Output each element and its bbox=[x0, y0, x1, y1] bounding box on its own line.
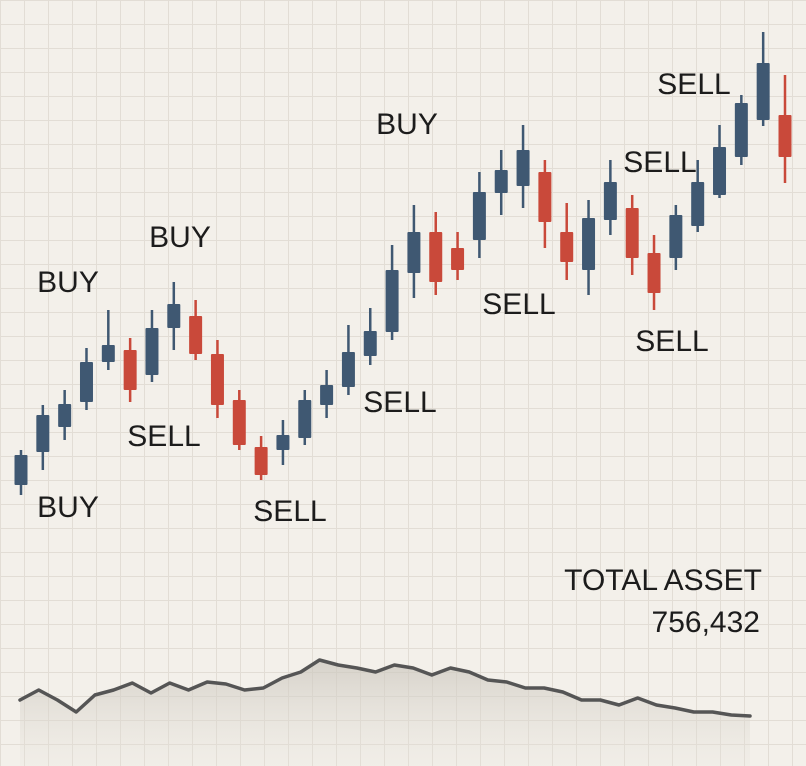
candle-body bbox=[276, 435, 290, 450]
candle-body bbox=[189, 316, 203, 354]
candle-body bbox=[79, 362, 93, 402]
candle-body bbox=[36, 415, 50, 452]
candle-body bbox=[756, 63, 770, 120]
candle-body bbox=[341, 352, 355, 387]
candle-body bbox=[123, 350, 137, 390]
annotation: SELL bbox=[623, 146, 696, 179]
annotation: SELL bbox=[635, 325, 708, 358]
candle-body bbox=[451, 248, 465, 270]
candle-body bbox=[385, 270, 399, 332]
candle-body bbox=[210, 354, 224, 405]
candle-body bbox=[582, 218, 596, 270]
candle-body bbox=[145, 328, 159, 375]
candle-body bbox=[320, 385, 334, 405]
candle-body bbox=[603, 182, 617, 220]
annotation: SELL bbox=[657, 68, 730, 101]
candle-body bbox=[647, 253, 661, 293]
total-asset-value: 756,432 bbox=[652, 606, 760, 639]
candle-body bbox=[713, 147, 727, 195]
candle-body bbox=[691, 182, 705, 226]
annotation: SELL bbox=[253, 495, 326, 528]
candle-body bbox=[14, 455, 28, 485]
candle-body bbox=[560, 232, 574, 262]
annotation: SELL bbox=[482, 288, 555, 321]
candle-body bbox=[232, 400, 246, 445]
candle-body bbox=[538, 172, 552, 222]
area-fill bbox=[20, 660, 750, 766]
candle-body bbox=[472, 192, 486, 240]
candle-body bbox=[363, 331, 377, 356]
candle-body bbox=[494, 170, 508, 193]
annotation: BUY bbox=[37, 491, 99, 524]
annotation: SELL bbox=[363, 386, 436, 419]
annotation: BUY bbox=[376, 108, 438, 141]
candle-body bbox=[429, 232, 443, 282]
candle-body bbox=[669, 215, 683, 258]
candle-body bbox=[58, 404, 72, 427]
candle-body bbox=[254, 447, 268, 475]
total-asset-label: TOTAL ASSET bbox=[564, 564, 762, 597]
candle-body bbox=[516, 150, 530, 186]
candle-body bbox=[407, 232, 421, 273]
candle-body bbox=[101, 345, 115, 362]
candle-body bbox=[298, 400, 312, 438]
annotation: SELL bbox=[127, 420, 200, 453]
candle-body bbox=[625, 208, 639, 258]
candle-body bbox=[734, 103, 748, 157]
candle-body bbox=[167, 304, 181, 328]
annotation: BUY bbox=[149, 221, 211, 254]
equity-line bbox=[18, 658, 752, 718]
candle-body bbox=[778, 115, 792, 157]
annotation: BUY bbox=[37, 266, 99, 299]
